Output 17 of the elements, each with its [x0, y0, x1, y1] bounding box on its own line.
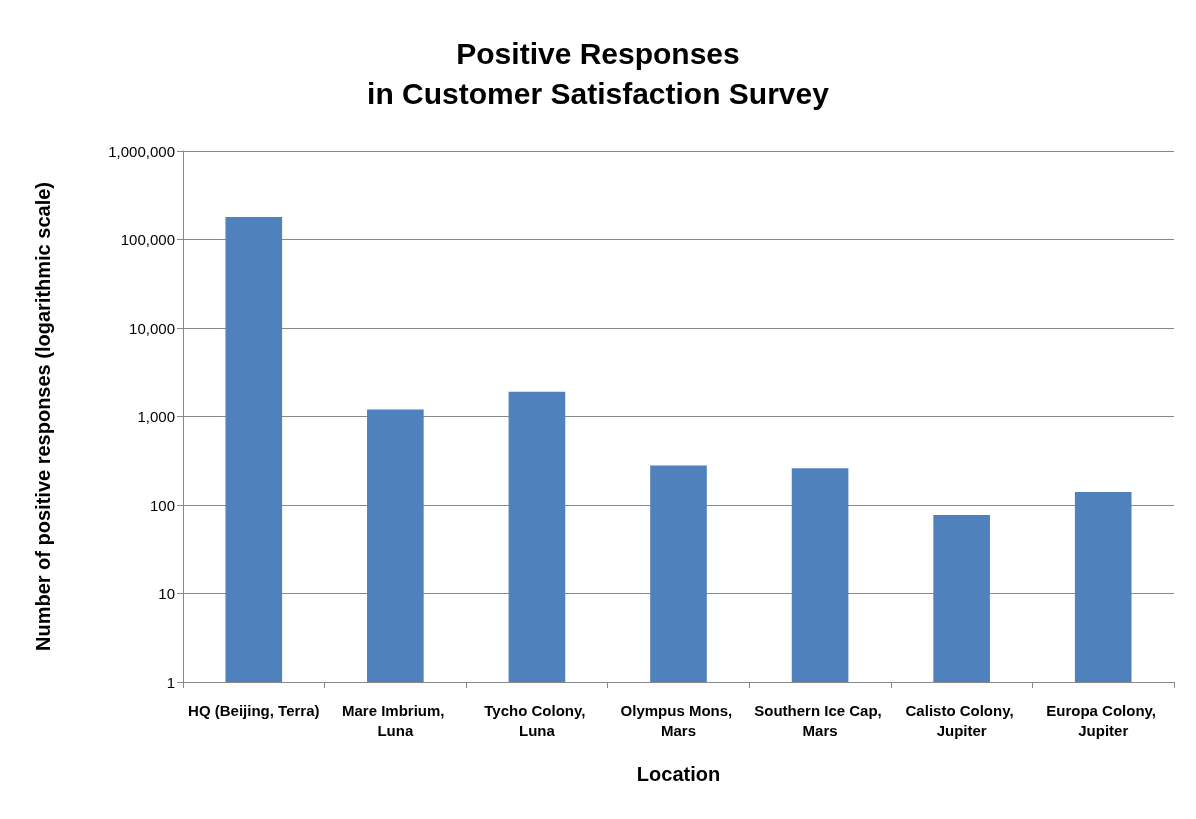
y-axis-title: Number of positive responses (logarithmic scale) — [32, 181, 54, 652]
y-tick-label: 1,000,000 — [108, 142, 175, 160]
x-tick-label: Tycho Colony, Luna — [484, 701, 590, 739]
x-tick-label: HQ (Beijing, Terra) — [188, 701, 320, 719]
x-tick-label: Mare Imbrium, Luna — [342, 701, 449, 739]
x-tick-label: Southern Ice Cap, Mars — [754, 701, 886, 739]
y-tick-label: 100 — [149, 496, 175, 514]
y-tick-label: 10,000 — [129, 319, 175, 337]
y-tick-label: 1,000 — [137, 408, 175, 425]
y-tick-label: 1 — [166, 673, 175, 691]
x-axis-title: Location — [636, 763, 721, 785]
y-tick-label: 100,000 — [120, 231, 175, 248]
y-tick-label: 10 — [158, 585, 175, 602]
x-tick-label: Europa Colony, Jupiter — [1046, 701, 1161, 739]
chart-title: Positive Responses in Customer Satisfaction Survey — [367, 36, 830, 110]
x-tick-label: Calisto Colony, Jupiter — [905, 701, 1018, 739]
x-tick-label: Olympus Mons, Mars — [620, 701, 737, 739]
